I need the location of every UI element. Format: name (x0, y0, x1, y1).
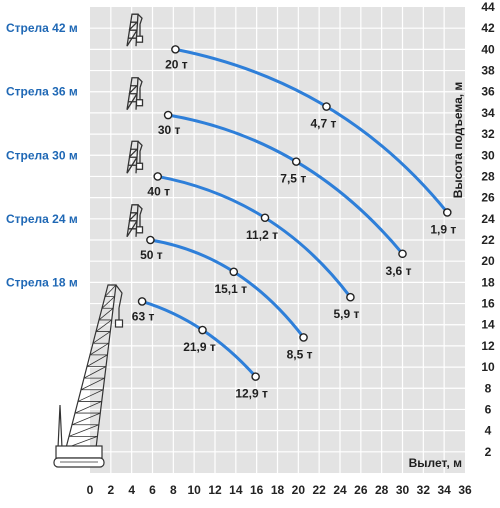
load-label: 21,9 т (183, 340, 216, 354)
x-tick-label: 2 (107, 483, 114, 497)
load-label: 7,5 т (280, 172, 306, 186)
x-tick-label: 36 (458, 483, 472, 497)
x-tick-label: 0 (87, 483, 94, 497)
y-tick-label: 44 (481, 0, 495, 14)
y-tick-label: 6 (485, 402, 492, 416)
load-label: 40 т (147, 184, 170, 198)
boom-labels: Стрела 42 м Стрела 36 м Стрела 30 м Стрела … (6, 21, 78, 289)
y-tick-label: 2 (485, 445, 492, 459)
x-tick-label: 14 (229, 483, 243, 497)
x-tick-label: 4 (128, 483, 135, 497)
y-tick-label: 28 (481, 169, 495, 183)
load-point (198, 325, 207, 335)
load-point (153, 172, 163, 181)
y-tick-label: 34 (481, 106, 495, 120)
x-tick-label: 18 (271, 483, 285, 497)
load-point (322, 102, 331, 111)
boom-label: Стрела 36 м (6, 85, 78, 99)
y-axis-title: Высота подъема, м (451, 82, 465, 199)
boom-label: Стрела 42 м (6, 21, 78, 35)
y-tick-label: 42 (481, 21, 495, 35)
y-tick-label: 38 (481, 64, 495, 78)
boom-tip-icon (126, 140, 144, 174)
x-tick-label: 22 (312, 483, 326, 497)
load-point (398, 249, 407, 259)
load-point (442, 208, 452, 217)
load-label: 12,9 т (235, 387, 268, 401)
load-point (137, 297, 147, 306)
x-tick-label: 16 (250, 483, 264, 497)
load-label: 1,9 т (430, 222, 456, 236)
y-tick-label: 36 (481, 85, 495, 99)
load-point (299, 333, 308, 342)
y-tick-label: 8 (485, 381, 492, 395)
x-tick-label: 30 (396, 483, 410, 497)
y-tick-label: 24 (481, 212, 495, 226)
x-axis-ticks: 0 2 4 6 8 10 12 14 16 18 20 22 24 26 28 30 32 34 36 (87, 483, 472, 497)
load-point (171, 45, 180, 54)
boom-label: Стрела 18 м (6, 275, 78, 289)
load-label: 63 т (132, 309, 155, 323)
load-point (229, 267, 239, 277)
boom-tip-icon (126, 13, 144, 47)
load-point (146, 235, 155, 245)
boom-label: Стрела 24 м (6, 212, 78, 226)
load-point (291, 157, 301, 166)
x-axis-title: Вылет, м (409, 456, 463, 470)
boom-tip-icon (126, 77, 144, 111)
load-label: 11,2 т (246, 228, 278, 242)
load-point (163, 110, 173, 120)
x-tick-label: 8 (170, 483, 177, 497)
grid (90, 7, 465, 473)
load-label: 5,9 т (333, 307, 359, 321)
x-tick-label: 6 (149, 483, 156, 497)
boom-icons (53, 13, 144, 468)
crane-icon (53, 284, 124, 468)
y-tick-label: 18 (481, 275, 495, 289)
load-label: 8,5 т (287, 347, 313, 361)
x-tick-label: 10 (187, 483, 201, 497)
y-tick-label: 10 (481, 360, 495, 374)
load-curves: 20 т 4,7 т 1,9 т 30 т 7,5 т 3,6 т 40 т 11,2 т 5,… (132, 45, 456, 401)
y-tick-label: 30 (481, 148, 495, 162)
x-tick-label: 34 (437, 483, 451, 497)
y-tick-label: 40 (481, 42, 495, 56)
y-tick-label: 4 (485, 424, 492, 438)
y-tick-label: 26 (481, 191, 495, 205)
x-tick-label: 12 (208, 483, 222, 497)
x-tick-label: 24 (333, 483, 347, 497)
load-label: 30 т (158, 123, 181, 137)
y-tick-label: 22 (481, 233, 495, 247)
load-label: 15,1 т (214, 282, 247, 296)
load-point (346, 292, 355, 302)
x-tick-label: 26 (354, 483, 368, 497)
x-tick-label: 28 (375, 483, 389, 497)
y-tick-label: 20 (481, 254, 495, 268)
y-tick-label: 32 (481, 127, 495, 141)
load-label: 3,6 т (386, 264, 412, 278)
load-label: 20 т (165, 57, 188, 71)
load-point (251, 372, 260, 381)
x-tick-label: 32 (417, 483, 431, 497)
boom-tip-icon (126, 204, 144, 238)
y-tick-label: 14 (481, 318, 495, 332)
load-label: 50 т (140, 248, 163, 262)
y-tick-label: 16 (481, 297, 495, 311)
load-point (260, 213, 270, 223)
y-tick-label: 12 (481, 339, 495, 353)
load-label: 4,7 т (311, 117, 337, 131)
boom-label: Стрела 30 м (6, 148, 78, 162)
x-tick-label: 20 (292, 483, 306, 497)
